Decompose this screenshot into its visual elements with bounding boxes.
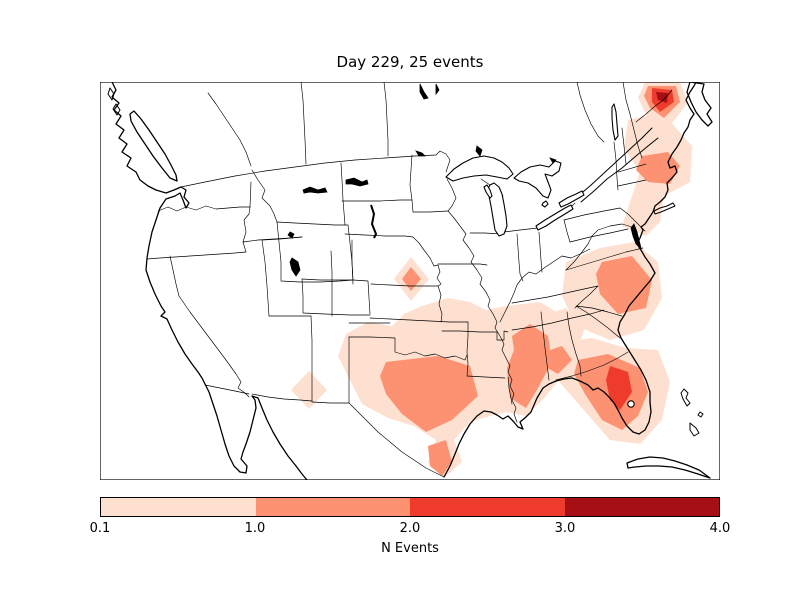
colorbar-segment-3 bbox=[410, 498, 565, 516]
contour-map bbox=[100, 82, 720, 480]
inland-water-marks bbox=[287, 83, 642, 277]
colorbar bbox=[100, 497, 720, 517]
lake-superior bbox=[445, 155, 514, 182]
state-borders bbox=[146, 82, 673, 478]
colorbar-tick-0.1: 0.1 bbox=[89, 521, 111, 536]
lake-ontario bbox=[558, 190, 585, 208]
colorbar-tick-2.0: 2.0 bbox=[399, 521, 421, 536]
contour-fills-level4 bbox=[656, 92, 668, 103]
colorbar-segment-4 bbox=[564, 498, 719, 516]
map-axes bbox=[100, 82, 720, 480]
lake-huron bbox=[513, 160, 562, 199]
colorbar-tick-labels: 0.1 1.0 2.0 3.0 4.0 bbox=[90, 521, 731, 537]
lake-erie bbox=[535, 204, 574, 231]
colorbar-segment-2 bbox=[255, 498, 410, 516]
colorbar-axis-label: N Events bbox=[381, 541, 439, 556]
lake-champlain bbox=[611, 103, 619, 141]
lake-okeechobee bbox=[627, 400, 635, 408]
great-lakes bbox=[445, 103, 635, 408]
coastlines bbox=[107, 82, 713, 480]
colorbar-tick-3.0: 3.0 bbox=[554, 521, 576, 536]
contour-fills-level2 bbox=[380, 86, 680, 476]
colorbar-tick-1.0: 1.0 bbox=[244, 521, 266, 536]
plot-title: Day 229, 25 events bbox=[336, 53, 484, 71]
green-bay bbox=[483, 184, 493, 199]
colorbar-segment-1 bbox=[101, 498, 256, 516]
colorbar-tick-4.0: 4.0 bbox=[709, 521, 731, 536]
lake-st-clair bbox=[541, 200, 549, 208]
